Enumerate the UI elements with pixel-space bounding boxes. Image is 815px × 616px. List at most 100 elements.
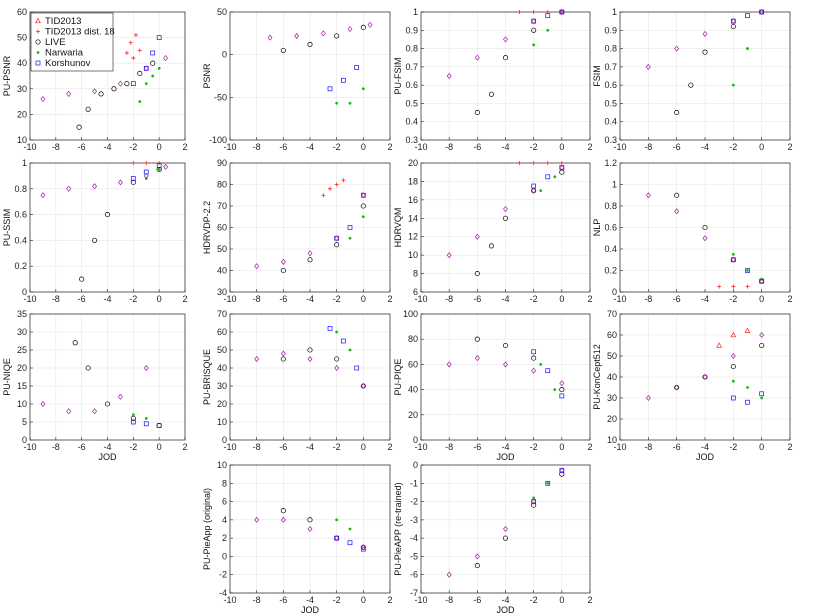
data-point-circle xyxy=(98,91,104,97)
x-tick-label: 0 xyxy=(559,294,564,304)
data-point-square xyxy=(354,365,360,371)
y-axis-label: HDRVQM xyxy=(393,208,403,248)
y-tick-label: 0 xyxy=(413,460,418,470)
data-point-circle xyxy=(674,192,680,198)
data-point-square xyxy=(545,174,551,180)
x-tick-label: -2 xyxy=(530,442,538,452)
data-point-diamond xyxy=(307,250,313,257)
data-point-circle xyxy=(111,86,117,92)
x-tick-label: -4 xyxy=(103,142,111,152)
data-point-diamond xyxy=(334,535,340,542)
x-tick-label: -2 xyxy=(129,442,137,452)
data-point-diamond xyxy=(40,400,46,408)
data-point-diamond xyxy=(702,373,708,381)
x-tick-label: -2 xyxy=(333,294,341,304)
subplot-5: -10 -8 -6 -4 -2 0 2 30 40 50 60 70 80 90 HDRVDP-2.2 xyxy=(202,158,393,304)
y-tick-label: -6 xyxy=(410,570,418,580)
x-tick-label: -4 xyxy=(501,142,509,152)
x-tick-label: -8 xyxy=(253,442,261,452)
data-point-square xyxy=(347,225,353,230)
data-point-diamond xyxy=(674,45,680,52)
y-tick-label: 0.7 xyxy=(405,62,418,72)
x-tick-label: -4 xyxy=(103,442,111,452)
data-point-diamond xyxy=(730,18,736,25)
data-point-square xyxy=(150,50,156,56)
data-point-dot xyxy=(348,236,352,240)
data-point-diamond xyxy=(294,32,300,39)
data-point-diamond xyxy=(360,192,366,199)
data-point-plus xyxy=(531,10,536,14)
data-point-circle xyxy=(307,257,313,263)
data-point-diamond xyxy=(117,179,123,186)
y-tick-label: 12 xyxy=(408,232,418,242)
data-point-dot xyxy=(546,28,550,32)
data-point-dot xyxy=(151,74,155,78)
data-point-diamond xyxy=(347,26,353,33)
data-point-diamond xyxy=(503,36,508,43)
data-point-diamond xyxy=(531,187,537,194)
data-point-circle xyxy=(559,471,565,477)
y-axis-label: PU-PieAPP (re-trained) xyxy=(393,482,403,575)
data-point-dot xyxy=(157,66,161,70)
y-tick-label: 50 xyxy=(607,351,617,361)
data-point-dot xyxy=(361,87,365,91)
data-point-square xyxy=(156,35,162,40)
y-tick-label: 30 xyxy=(17,84,27,94)
data-point-dot xyxy=(760,396,764,400)
data-point-circle xyxy=(124,81,130,87)
x-tick-label: 0 xyxy=(559,142,564,152)
data-point-diamond xyxy=(143,172,149,179)
x-tick-label: -8 xyxy=(644,442,652,452)
data-point-dot xyxy=(532,496,536,500)
x-tick-label: -10 xyxy=(223,142,236,152)
y-tick-label: 40 xyxy=(217,266,227,276)
y-tick-label: 0.3 xyxy=(405,135,418,145)
data-point-diamond xyxy=(531,498,537,505)
x-tick-label: -8 xyxy=(52,142,60,152)
data-point-square xyxy=(354,65,360,70)
data-point-diamond xyxy=(66,185,72,192)
y-tick-label: 20 xyxy=(408,410,418,420)
x-tick-label: 2 xyxy=(787,142,792,152)
y-tick-label: -4 xyxy=(410,533,418,543)
x-tick-label: 0 xyxy=(559,442,564,452)
data-point-square xyxy=(545,13,551,19)
x-tick-label: -4 xyxy=(701,142,709,152)
data-point-plus xyxy=(717,284,722,289)
y-tick-label: -100 xyxy=(209,135,227,145)
y-tick-label: 16 xyxy=(408,195,418,205)
data-point-dot xyxy=(361,215,365,219)
legend-marker-triangle xyxy=(35,17,41,24)
data-point-plus xyxy=(124,50,129,55)
y-tick-label: 0.4 xyxy=(405,117,418,127)
data-point-circle xyxy=(150,60,156,66)
y-axis-label: NLP xyxy=(592,219,602,237)
data-point-circle xyxy=(702,224,708,231)
data-point-diamond xyxy=(559,380,565,387)
data-point-square xyxy=(545,480,551,486)
y-tick-label: 1 xyxy=(612,180,617,190)
x-tick-label: 0 xyxy=(759,142,764,152)
x-tick-label: -6 xyxy=(473,142,481,152)
y-tick-label: 0.3 xyxy=(604,135,617,145)
y-tick-label: 90 xyxy=(217,158,227,168)
x-tick-label: -6 xyxy=(279,595,287,605)
data-point-diamond xyxy=(280,516,286,523)
data-point-circle xyxy=(730,363,736,370)
x-tick-label: -2 xyxy=(530,294,538,304)
y-tick-label: 0 xyxy=(612,287,617,297)
y-tick-label: 30 xyxy=(217,381,227,391)
data-point-plus xyxy=(731,284,736,289)
y-tick-label: 0.5 xyxy=(405,98,418,108)
y-tick-label: -7 xyxy=(410,588,418,598)
data-point-square xyxy=(130,81,136,87)
y-tick-label: 0.6 xyxy=(405,80,418,90)
data-point-diamond xyxy=(474,553,480,560)
data-point-diamond xyxy=(730,256,736,263)
y-tick-label: 60 xyxy=(17,7,27,17)
x-tick-label: -10 xyxy=(23,294,36,304)
data-point-square xyxy=(143,65,149,71)
x-tick-label: -2 xyxy=(129,294,137,304)
x-tick-label: -10 xyxy=(613,294,626,304)
